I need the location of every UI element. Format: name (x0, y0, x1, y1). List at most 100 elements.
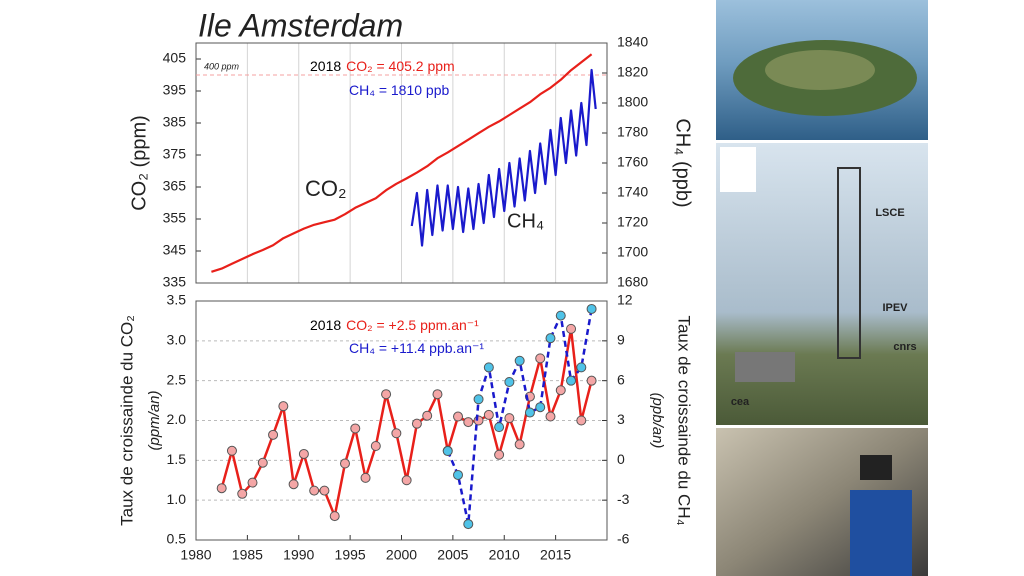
logo-text: LSCE (875, 207, 904, 219)
annotation: CH₄ = 1810 ppb (349, 82, 449, 98)
data-point (226, 445, 237, 456)
y2-tick-label: 1740 (617, 184, 648, 200)
y2-tick-label: 1820 (617, 64, 648, 80)
y-tick-label: 0.5 (167, 531, 187, 547)
y2-tick-label: 3 (617, 411, 625, 427)
data-point (473, 415, 484, 426)
y-tick-label: 3.5 (167, 292, 187, 308)
data-point (463, 417, 474, 428)
y-tick-label: 375 (163, 146, 187, 162)
annotation: CH₄ = +11.4 ppb.an⁻¹ (349, 340, 484, 356)
y2-tick-label: -6 (617, 531, 630, 547)
y2-axis-label: CH₄ (ppb) (672, 118, 694, 207)
data-point (247, 477, 258, 488)
annotation-part: CO₂ = +2.5 ppm.an⁻¹ (346, 317, 479, 333)
plot-frame (195, 42, 608, 284)
data-point (401, 475, 412, 486)
data-point (309, 485, 320, 496)
annotation-part: 2018 (310, 58, 341, 74)
annotation-part: CO₂ = 405.2 ppm (346, 58, 455, 74)
x-tick-label: 1985 (232, 547, 263, 563)
data-point (483, 362, 494, 373)
x-tick-label: 1980 (180, 547, 211, 563)
x-tick-label: 1995 (335, 547, 366, 563)
y2-tick-label: 6 (617, 371, 625, 387)
y-tick-label: 365 (163, 178, 187, 194)
y2-axis-label: (ppb/an) (649, 393, 666, 449)
y-tick-label: 345 (163, 242, 187, 258)
cabinet (850, 490, 912, 576)
data-point (545, 411, 556, 422)
data-point (504, 413, 515, 424)
data-point (278, 401, 289, 412)
data-point (586, 303, 597, 314)
y2-tick-label: 0 (617, 451, 625, 467)
y-axis-label: Taux de croissainde du CO₂ (117, 315, 136, 526)
logo-text: IPEV (882, 302, 908, 314)
data-point (514, 439, 525, 450)
data-point (535, 402, 546, 413)
data-point (473, 394, 484, 405)
data-point (566, 375, 577, 386)
data-point (483, 409, 494, 420)
data-point (257, 457, 268, 468)
data-point (391, 428, 402, 439)
reference-label: 400 ppm (204, 61, 240, 71)
y-tick-label: 405 (163, 50, 187, 66)
data-point (350, 423, 361, 434)
data-point (535, 353, 546, 364)
data-point (453, 411, 464, 422)
y2-tick-label: 1780 (617, 124, 648, 140)
photos (716, 0, 928, 576)
annotation: 2018 CO₂ = +2.5 ppm.an⁻¹ (310, 317, 479, 333)
data-point (288, 479, 299, 490)
data-point (411, 418, 422, 429)
logo-text: cnrs (893, 341, 916, 353)
chart: 335 345 355 365 375 385 395 405 1680 1700 1720 1740… (128, 34, 693, 290)
data-point (381, 389, 392, 400)
data-point (494, 449, 505, 460)
data-point (237, 488, 248, 499)
data-point (545, 333, 556, 344)
y-tick-label: 3.0 (167, 332, 187, 348)
annotation-part: CH₄ = 1810 ppb (349, 82, 449, 98)
data-point (566, 323, 577, 334)
monitor (860, 455, 892, 480)
data-point (268, 429, 279, 440)
data-point (576, 415, 587, 426)
data-point (514, 355, 525, 366)
data-point (453, 469, 464, 480)
gaw-logo (720, 147, 756, 192)
y-tick-label: 335 (163, 274, 187, 290)
chart: 1980 1985 1990 1995 2000 2005 2010 2015 0.5 1.0 1.… (117, 292, 693, 563)
y-tick-label: 385 (163, 114, 187, 130)
plot-frame (195, 300, 608, 541)
x-tick-label: 1990 (283, 547, 314, 563)
y-tick-label: 1.5 (167, 451, 187, 467)
data-point (360, 472, 371, 483)
data-point (555, 385, 566, 396)
data-point (442, 446, 453, 457)
y-tick-label: 2.5 (167, 371, 187, 387)
y2-tick-label: 1760 (617, 154, 648, 170)
y2-tick-label: 1680 (617, 274, 648, 290)
data-point (432, 389, 443, 400)
data-point (586, 375, 597, 386)
series-label: CH₄ (507, 210, 544, 232)
island-top (765, 50, 875, 90)
chart-title: Ile Amsterdam (198, 7, 403, 43)
y-axis-label: (ppm/an) (146, 390, 163, 450)
logo-text: cea (731, 396, 750, 408)
annotation-part: 2018 (310, 317, 341, 333)
data-point (576, 362, 587, 373)
building (735, 352, 795, 382)
data-point (339, 458, 350, 469)
data-point (329, 511, 340, 522)
data-point (370, 440, 381, 451)
y-tick-label: 355 (163, 210, 187, 226)
y2-axis-label: Taux de croissainde du CH₄ (675, 315, 694, 525)
y2-tick-label: 1800 (617, 94, 648, 110)
y2-tick-label: -3 (617, 491, 630, 507)
